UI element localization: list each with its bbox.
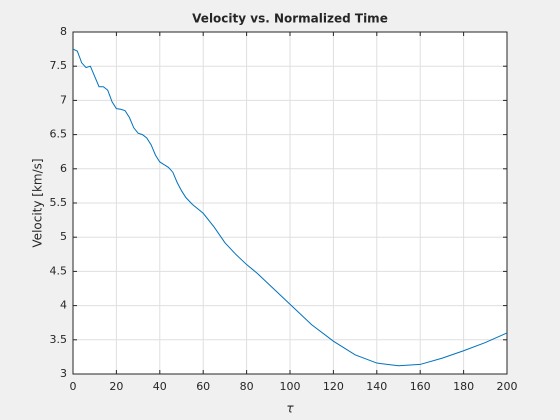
x-tick-label: 100 [280,380,301,393]
y-tick-label: 5.5 [50,196,68,209]
x-tick-label: 120 [323,380,344,393]
y-tick-label: 8 [60,25,67,38]
y-axis-label: Velocity [km/s] [31,158,45,247]
x-tick-label: 40 [153,380,167,393]
chart-title: Velocity vs. Normalized Time [192,12,388,26]
y-tick-label: 5 [60,230,67,243]
y-tick-label: 4.5 [50,264,68,277]
x-axis-label: τ [286,402,294,416]
x-tick-label: 60 [196,380,210,393]
x-tick-label: 180 [453,380,474,393]
x-tick-label: 80 [240,380,254,393]
x-tick-label: 200 [497,380,518,393]
x-tick-label: 20 [109,380,123,393]
x-tick-label: 160 [410,380,431,393]
data-line [72,48,508,367]
y-tick-label: 6.5 [50,128,68,141]
y-tick-label: 7.5 [50,59,68,72]
y-tick-label: 3 [60,367,67,380]
x-tick-label: 0 [70,380,77,393]
axes-box [72,31,508,375]
x-tick-label: 140 [366,380,387,393]
y-tick-label: 7 [60,93,67,106]
y-tick-label: 3.5 [50,333,68,346]
y-tick-label: 4 [60,299,67,312]
y-tick-label: 6 [60,162,67,175]
